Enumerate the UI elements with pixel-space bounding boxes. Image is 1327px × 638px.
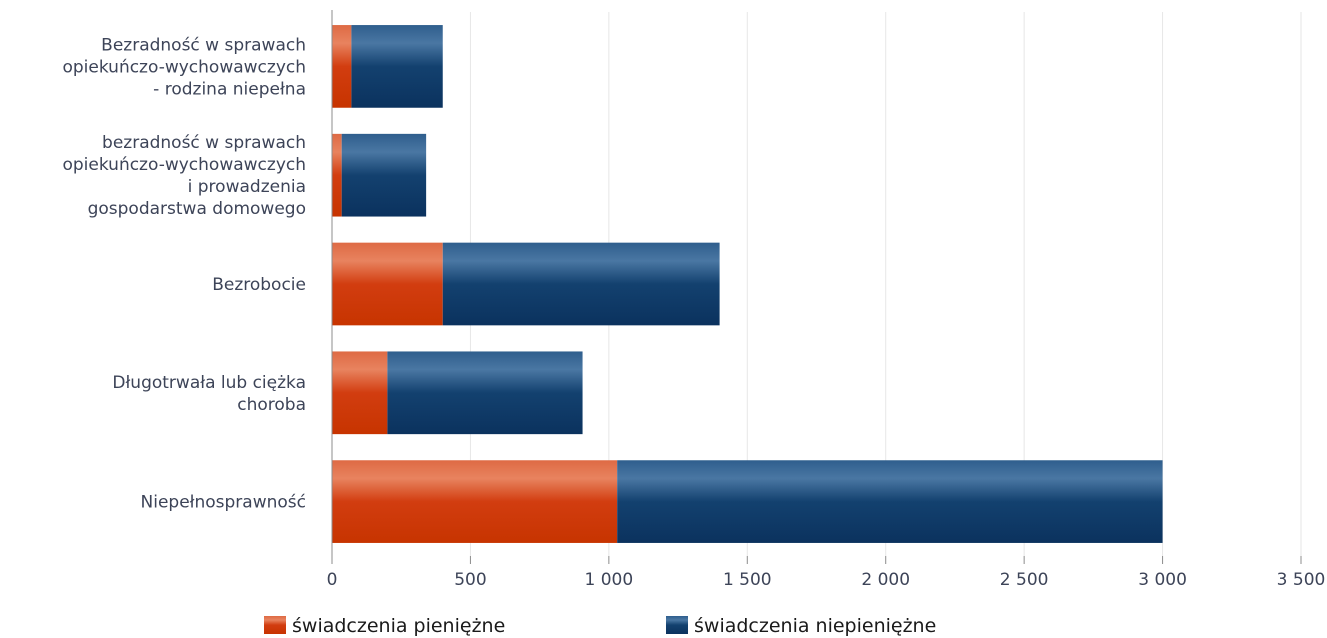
category-label-line: bezradność w sprawach xyxy=(102,133,306,153)
bar-cash-3 xyxy=(332,351,388,435)
category-label: Długotrwała lub ciężka choroba xyxy=(112,373,306,415)
x-tick-label: 2 500 xyxy=(1000,570,1049,590)
category-label: Bezradność w sprawach opiekuńczo-wychowaw… xyxy=(62,35,306,99)
bar-noncash-3 xyxy=(387,351,583,435)
legend: świadczenia pieniężne świadczenia niepien… xyxy=(264,615,936,637)
legend-item-cash: świadczenia pieniężne xyxy=(264,615,505,637)
category-label-line: choroba xyxy=(237,395,306,415)
category-label: Bezrobocie xyxy=(212,275,306,295)
x-axis: 0 500 1 000 1 500 2 000 2 500 3 000 3 500 xyxy=(327,10,1326,590)
bar-cash-4 xyxy=(332,460,618,543)
category-label-line: gospodarstwa domowego xyxy=(88,199,306,219)
x-tick-label: 3 500 xyxy=(1277,570,1326,590)
x-tick-label: 1 500 xyxy=(723,570,772,590)
x-tick-label: 0 xyxy=(327,570,338,590)
category-label-line: - rodzina niepełna xyxy=(153,79,306,99)
x-tick-label: 3 000 xyxy=(1138,570,1187,590)
x-tick-label: 500 xyxy=(454,570,486,590)
bar-cash-2 xyxy=(332,242,443,326)
category-label-line: Bezrobocie xyxy=(212,275,306,295)
bar-noncash-0 xyxy=(351,25,443,108)
category-labels: Bezradność w sprawach opiekuńczo-wychowaw… xyxy=(62,35,306,512)
category-label-line: Niepełnosprawność xyxy=(141,493,307,513)
category-label-line: i prowadzenia xyxy=(188,177,306,197)
legend-swatch xyxy=(264,616,286,634)
legend-item-noncash: świadczenia niepieniężne xyxy=(666,615,936,637)
legend-label: świadczenia pieniężne xyxy=(292,615,505,637)
bar-cash-0 xyxy=(332,25,352,108)
bar-noncash-2 xyxy=(442,242,720,326)
x-tick-label: 2 000 xyxy=(861,570,910,590)
category-label: bezradność w sprawach opiekuńczo-wychowaw… xyxy=(62,133,306,219)
bar-cash-1 xyxy=(332,133,342,217)
category-label-line: Bezradność w sprawach xyxy=(101,35,306,55)
bar-noncash-4 xyxy=(617,460,1163,543)
x-tick-label: 1 000 xyxy=(585,570,634,590)
legend-label: świadczenia niepieniężne xyxy=(694,615,936,637)
bar-noncash-1 xyxy=(341,133,427,217)
category-label-line: opiekuńczo-wychowawczych xyxy=(62,155,306,175)
bars xyxy=(332,25,1163,543)
category-label-line: opiekuńczo-wychowawczych xyxy=(62,57,306,77)
legend-swatch xyxy=(666,616,688,634)
grid-lines xyxy=(469,12,1302,556)
category-label: Niepełnosprawność xyxy=(141,493,307,513)
category-label-line: Długotrwała lub ciężka xyxy=(112,373,306,393)
